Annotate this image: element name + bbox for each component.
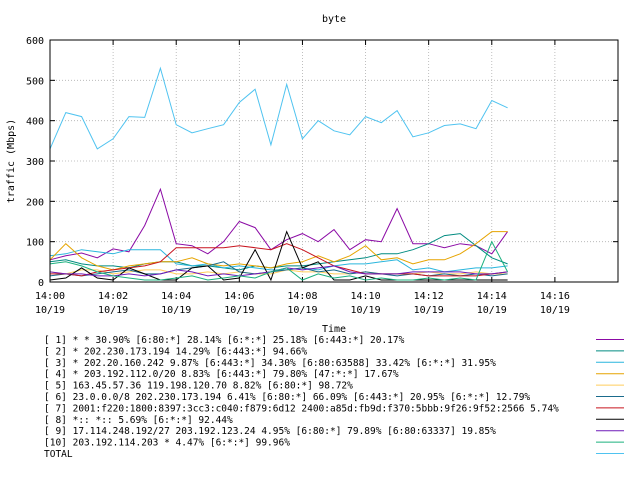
x-tick-time-label: 14:00 [35,291,65,302]
y-tick-labels: 0 100 200 300 400 500 600 [26,36,44,289]
legend-entry-label: [ 6] 23.0.0.0/8 202.230.173.194 6.41% [6… [44,392,530,403]
x-tick-date-label: 10/19 [414,305,444,316]
y-tick-label: 300 [26,157,44,168]
x-tick-time-label: 14:14 [477,291,507,302]
x-tick-time-label: 14:06 [224,291,254,302]
x-tick-date-label: 10/19 [161,305,191,316]
series-line-7 [50,243,508,277]
legend-entry-label: TOTAL [44,449,73,460]
x-tick-time-label: 14:08 [287,291,317,302]
y-tick-label: 400 [26,117,44,128]
series-line-2 [49,233,508,271]
x-tick-time-label: 14:12 [414,291,444,302]
legend-entry-label: [ 7] 2001:f220:1800:8397:3cc3:c040:f879:… [44,403,559,414]
series-line-11 [49,66,508,150]
x-tick-labels: 14:00 10/19 14:02 10/19 14:04 10/19 14:06 10/19… [35,291,570,316]
legend-entry-label: [ 8] *:: *:: 5.69% [6:*:*] 92.44% [44,415,233,426]
y-tick-label: 0 [38,278,44,289]
x-tick-date-label: 10/19 [477,305,507,316]
series-line-10 [49,240,509,281]
y-tick-label: 100 [26,238,44,249]
legend-entry-label: [ 5] 163.45.57.36 119.198.120.70 8.82% [… [44,381,353,392]
x-tick-time-label: 14:10 [351,291,381,302]
legend-entry-label: [10] 203.192.114.203 * 4.47% [6:*:*] 99.… [44,438,290,449]
y-axis-label: traffic (Mbps) [6,119,17,203]
legend-entry-label: [ 3] * 202.20.160.242 9.87% [6:443:*] 34… [44,358,496,369]
series-line-1 [49,187,509,261]
x-tick-date-label: 10/19 [35,305,65,316]
x-tick-date-label: 10/19 [287,305,317,316]
x-tick-date-label: 10/19 [224,305,254,316]
x-tick-date-label: 10/19 [351,305,381,316]
series-lines [49,66,509,282]
x-axis-label: Time [322,324,346,335]
x-tick-date-label: 10/19 [540,305,570,316]
y-tick-label: 200 [26,197,44,208]
y-tick-label: 600 [26,36,44,47]
legend-entry-label: [ 4] * 203.192.112.0/20 8.83% [6:443:*] … [44,369,399,380]
legend-entry-label: [ 9] 17.114.248.192/27 203.192.123.24 4.… [44,426,496,437]
x-tick-time-label: 14:04 [161,291,191,302]
legend-entry-label: [ 2] * 202.230.173.194 14.29% [6:443:*] … [44,346,307,357]
x-tick-time-label: 14:16 [540,291,570,302]
axis-ticks [49,39,618,283]
plot-area [49,39,619,283]
series-line-8 [49,230,508,282]
series-line-4 [49,231,508,271]
x-tick-time-label: 14:02 [98,291,128,302]
legend: [ 1] * * 30.90% [6:80:*] 28.14% [6:*:*] … [44,335,624,460]
grid-lines [50,40,618,282]
x-tick-date-label: 10/19 [98,305,128,316]
chart-title: byte [322,14,346,25]
legend-entry-label: [ 1] * * 30.90% [6:80:*] 28.14% [6:*:*] … [44,335,405,346]
y-tick-label: 500 [26,76,44,87]
